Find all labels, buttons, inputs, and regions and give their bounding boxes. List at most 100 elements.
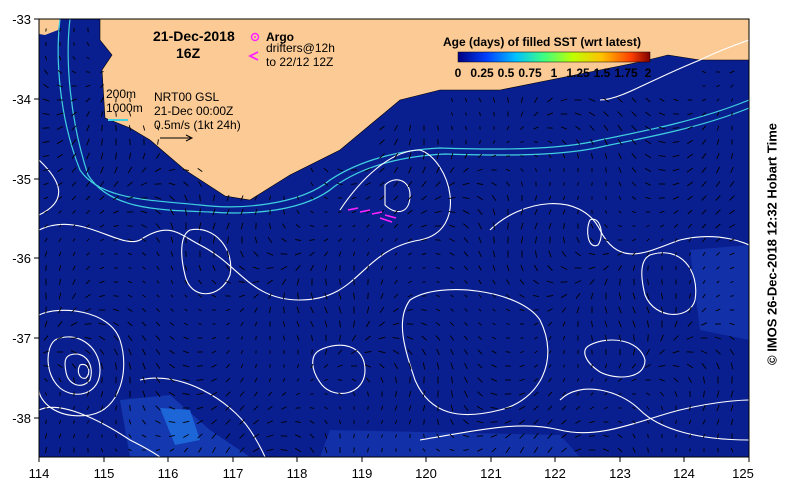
current-vector — [658, 126, 666, 130]
current-vector — [673, 377, 679, 383]
current-vector — [409, 448, 411, 452]
current-vector — [507, 222, 509, 230]
current-vector — [686, 139, 694, 145]
current-vector — [210, 405, 218, 411]
current-vector — [100, 405, 104, 411]
current-scale-label: 0.5m/s (1kt 24h) — [154, 118, 241, 132]
current-vector — [367, 420, 369, 424]
current-vector — [519, 378, 525, 382]
current-vector — [393, 293, 399, 299]
current-vector — [547, 265, 553, 271]
current-vector — [183, 181, 189, 187]
current-vector — [324, 196, 328, 200]
current-vector — [84, 308, 92, 312]
current-vector — [589, 406, 595, 410]
current-vector — [576, 139, 580, 145]
current-vector — [617, 111, 623, 117]
current-vector — [464, 308, 468, 312]
colorbar-tick: 1.5 — [594, 66, 611, 80]
current-vector — [422, 404, 426, 412]
current-vector — [211, 364, 217, 368]
current-vector — [169, 335, 175, 341]
current-vector — [729, 195, 735, 201]
current-vector — [603, 124, 609, 132]
current-vector — [183, 336, 189, 340]
current-vector — [533, 446, 539, 454]
current-vector — [281, 278, 287, 286]
current-vector — [660, 238, 664, 242]
current-vector — [393, 362, 399, 370]
current-vector — [604, 138, 608, 146]
current-vector — [225, 308, 231, 312]
current-vector — [183, 447, 189, 453]
current-vector — [504, 420, 512, 424]
current-vector — [490, 392, 498, 396]
current-vector — [435, 253, 441, 255]
current-vector — [240, 195, 244, 201]
current-vector — [128, 152, 132, 160]
current-vector — [324, 264, 328, 272]
current-vector — [647, 265, 649, 271]
current-vector — [658, 140, 666, 144]
current-vector — [128, 267, 132, 269]
current-vector — [618, 320, 622, 328]
current-vector — [603, 265, 609, 271]
current-vector — [702, 280, 706, 284]
current-vector — [182, 364, 190, 368]
current-vector — [86, 420, 90, 424]
current-vector — [631, 111, 637, 117]
current-vector — [421, 224, 427, 228]
current-vector — [127, 252, 133, 256]
current-vector — [142, 280, 146, 284]
current-vector — [646, 348, 650, 356]
current-vector — [365, 320, 371, 328]
current-vector — [602, 448, 610, 452]
current-vector — [156, 294, 160, 298]
current-vector — [575, 405, 581, 411]
current-vector — [716, 362, 720, 370]
current-vector — [464, 349, 468, 355]
map-date: 21-Dec-2018 — [153, 28, 235, 44]
current-vector — [450, 280, 454, 284]
current-vector — [113, 224, 119, 228]
current-vector — [548, 350, 552, 354]
current-vector — [590, 223, 594, 229]
current-vector — [394, 279, 398, 285]
current-vector — [56, 139, 64, 145]
current-vector — [310, 363, 314, 369]
current-vector — [435, 335, 441, 341]
current-vector — [505, 447, 511, 453]
current-vector — [562, 335, 566, 341]
current-vector — [196, 379, 204, 381]
sst-age-patch — [320, 430, 580, 457]
current-vector — [688, 434, 692, 438]
current-vector — [688, 405, 692, 411]
current-vector — [673, 223, 679, 229]
current-vector — [408, 419, 412, 425]
current-vector — [533, 405, 539, 411]
current-vector — [702, 266, 706, 270]
current-vector — [407, 209, 413, 215]
current-vector — [519, 364, 525, 368]
current-vector — [226, 222, 230, 230]
current-vector — [43, 83, 49, 89]
current-vector — [71, 153, 77, 159]
current-vector — [490, 406, 498, 410]
product-time: 21-Dec 00:00Z — [154, 104, 233, 118]
current-vector — [506, 125, 510, 131]
current-vector — [114, 166, 118, 174]
current-vector — [534, 168, 538, 172]
current-vector — [294, 434, 302, 438]
current-vector — [686, 167, 694, 173]
current-vector — [421, 335, 427, 341]
current-vector — [310, 320, 314, 328]
current-vector — [728, 224, 736, 228]
current-vector — [548, 336, 552, 340]
current-vector — [701, 209, 707, 215]
current-vector — [660, 405, 664, 411]
current-vector — [56, 336, 64, 340]
current-vector — [686, 336, 694, 340]
current-vector — [84, 336, 92, 340]
current-vector — [366, 434, 370, 438]
current-vector — [210, 391, 218, 397]
